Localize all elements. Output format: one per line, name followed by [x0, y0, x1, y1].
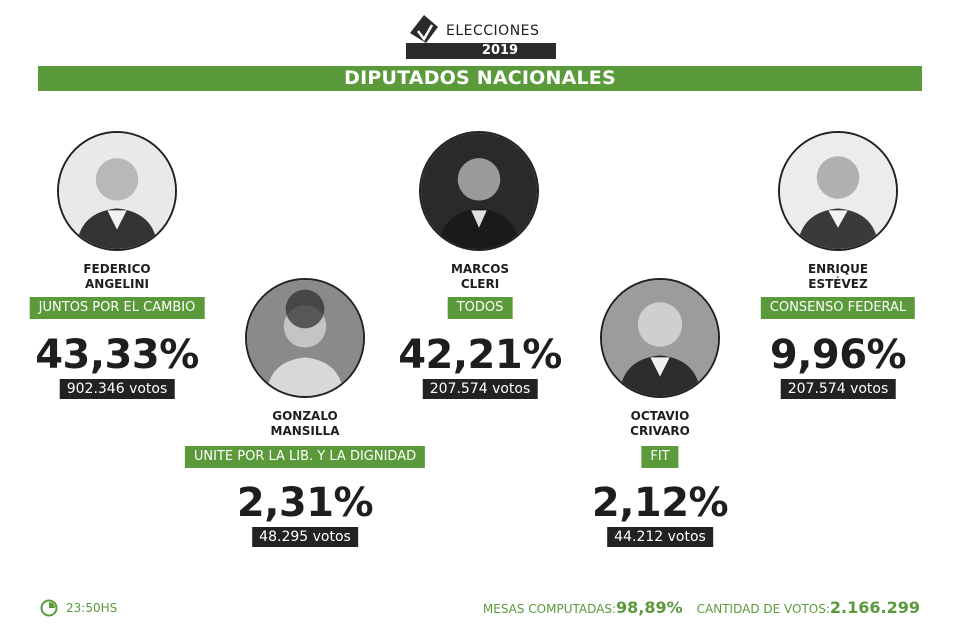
name-line1: GONZALO	[272, 409, 338, 423]
vote-count: 48.295 votos	[252, 527, 358, 547]
candidate-photo	[600, 278, 720, 398]
candidate-photo	[778, 131, 898, 251]
candidate-name: ENRIQUE ESTÉVEZ	[758, 262, 918, 292]
vote-percentage: 2,31%	[236, 480, 374, 526]
name-line1: MARCOS	[450, 262, 510, 276]
vote-percentage: 2,12%	[591, 480, 729, 526]
logo-word: ELECCIONES	[446, 23, 540, 39]
stats-bar: MESAS COMPUTADAS: 98,89% CANTIDAD DE VOT…	[483, 598, 920, 618]
votos-label: CANTIDAD DE VOTOS:	[696, 602, 830, 616]
party-badge: FIT	[641, 446, 679, 468]
name-line2: CRIVARO	[630, 424, 690, 438]
votos-value: 2.166.299	[829, 598, 920, 617]
vote-count: 207.574 votos	[780, 379, 896, 399]
mesas-label: MESAS COMPUTADAS:	[482, 602, 617, 616]
vote-count: 207.574 votos	[422, 379, 538, 399]
mesas-value: 98,89%	[616, 598, 683, 617]
clock-icon	[40, 599, 58, 617]
ballot-box-icon	[406, 15, 444, 59]
candidate-name: GONZALO MANSILLA	[225, 409, 385, 439]
party-badge: TODOS	[447, 297, 513, 319]
vote-count: 44.212 votos	[607, 527, 713, 547]
candidate-photo	[57, 131, 177, 251]
name-line2: CLERI	[460, 277, 500, 291]
time-text: 23:50HS	[66, 601, 118, 615]
name-line1: ENRIQUE	[807, 262, 869, 276]
vote-percentage: 9,96%	[769, 332, 907, 378]
party-badge: JUNTOS POR EL CAMBIO	[29, 297, 205, 319]
vote-count: 902.346 votos	[59, 379, 175, 399]
vote-percentage: 43,33%	[35, 332, 199, 378]
logo-year: 2019	[444, 43, 556, 59]
candidate-photo	[419, 131, 539, 251]
party-badge: UNITE POR LA LIB. Y LA DIGNIDAD	[184, 446, 426, 468]
party-badge: CONSENSO FEDERAL	[760, 297, 916, 319]
name-line1: OCTAVIO	[630, 409, 690, 423]
vote-percentage: 42,21%	[398, 332, 562, 378]
elecciones-logo: ELECCIONES 2019	[404, 13, 556, 59]
page-title: DIPUTADOS NACIONALES	[38, 66, 922, 91]
candidate-name: MARCOS CLERI	[400, 262, 560, 292]
update-time: 23:50HS	[40, 598, 117, 618]
candidate-photo	[245, 278, 365, 398]
name-line1: FEDERICO	[83, 262, 151, 276]
name-line2: MANSILLA	[270, 424, 340, 438]
candidate-name: OCTAVIO CRIVARO	[580, 409, 740, 439]
candidate-name: FEDERICO ANGELINI	[37, 262, 197, 292]
name-line2: ANGELINI	[85, 277, 149, 291]
name-line2: ESTÉVEZ	[808, 277, 868, 291]
